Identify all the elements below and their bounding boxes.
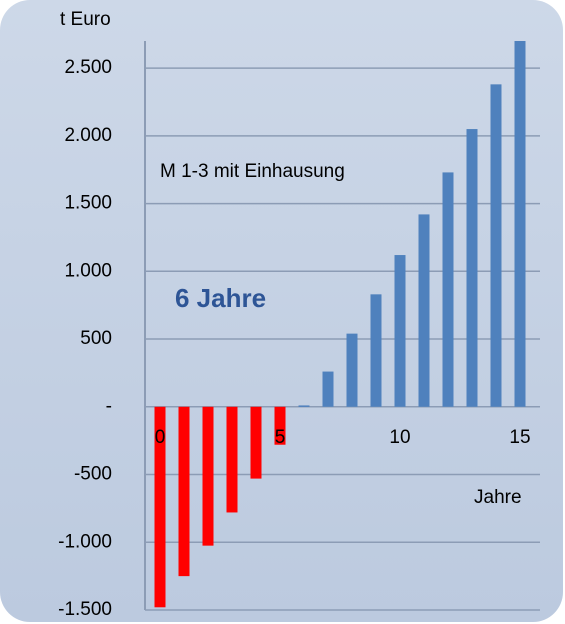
- bar: [418, 214, 430, 407]
- annotation: 6 Jahre: [175, 283, 266, 313]
- y-tick-label: 500: [80, 328, 112, 349]
- bar: [370, 294, 382, 407]
- y-tick-label: -1.500: [58, 599, 112, 620]
- y-tick-label: -: [106, 396, 112, 417]
- x-tick-label: 5: [275, 427, 286, 448]
- bar: [226, 406, 238, 513]
- bar: [202, 406, 214, 546]
- bar: [250, 406, 262, 479]
- y-tick-label: 1.000: [64, 260, 112, 281]
- bar: [298, 405, 310, 407]
- x-axis-label: Jahre: [474, 487, 522, 508]
- y-tick-label: 2.000: [64, 125, 112, 146]
- y-axis-label: t Euro: [60, 9, 111, 30]
- bar: [514, 41, 526, 407]
- y-tick-label: 2.500: [64, 57, 112, 78]
- bar: [322, 371, 334, 407]
- x-tick-label: 10: [389, 427, 410, 448]
- x-tick-label: 15: [509, 427, 530, 448]
- y-tick-label: 1.500: [64, 193, 112, 214]
- bar: [154, 406, 166, 608]
- annotation: M 1-3 mit Einhausung: [160, 161, 345, 182]
- bar: [466, 129, 478, 407]
- bar: [274, 406, 286, 445]
- bar: [394, 255, 406, 407]
- bar: [178, 406, 190, 577]
- x-tick-label: 0: [155, 427, 166, 448]
- y-tick-label: -500: [74, 464, 112, 485]
- bar: [490, 84, 502, 407]
- y-tick-label: -1.000: [58, 531, 112, 552]
- bar: [442, 172, 454, 407]
- bar: [346, 333, 358, 407]
